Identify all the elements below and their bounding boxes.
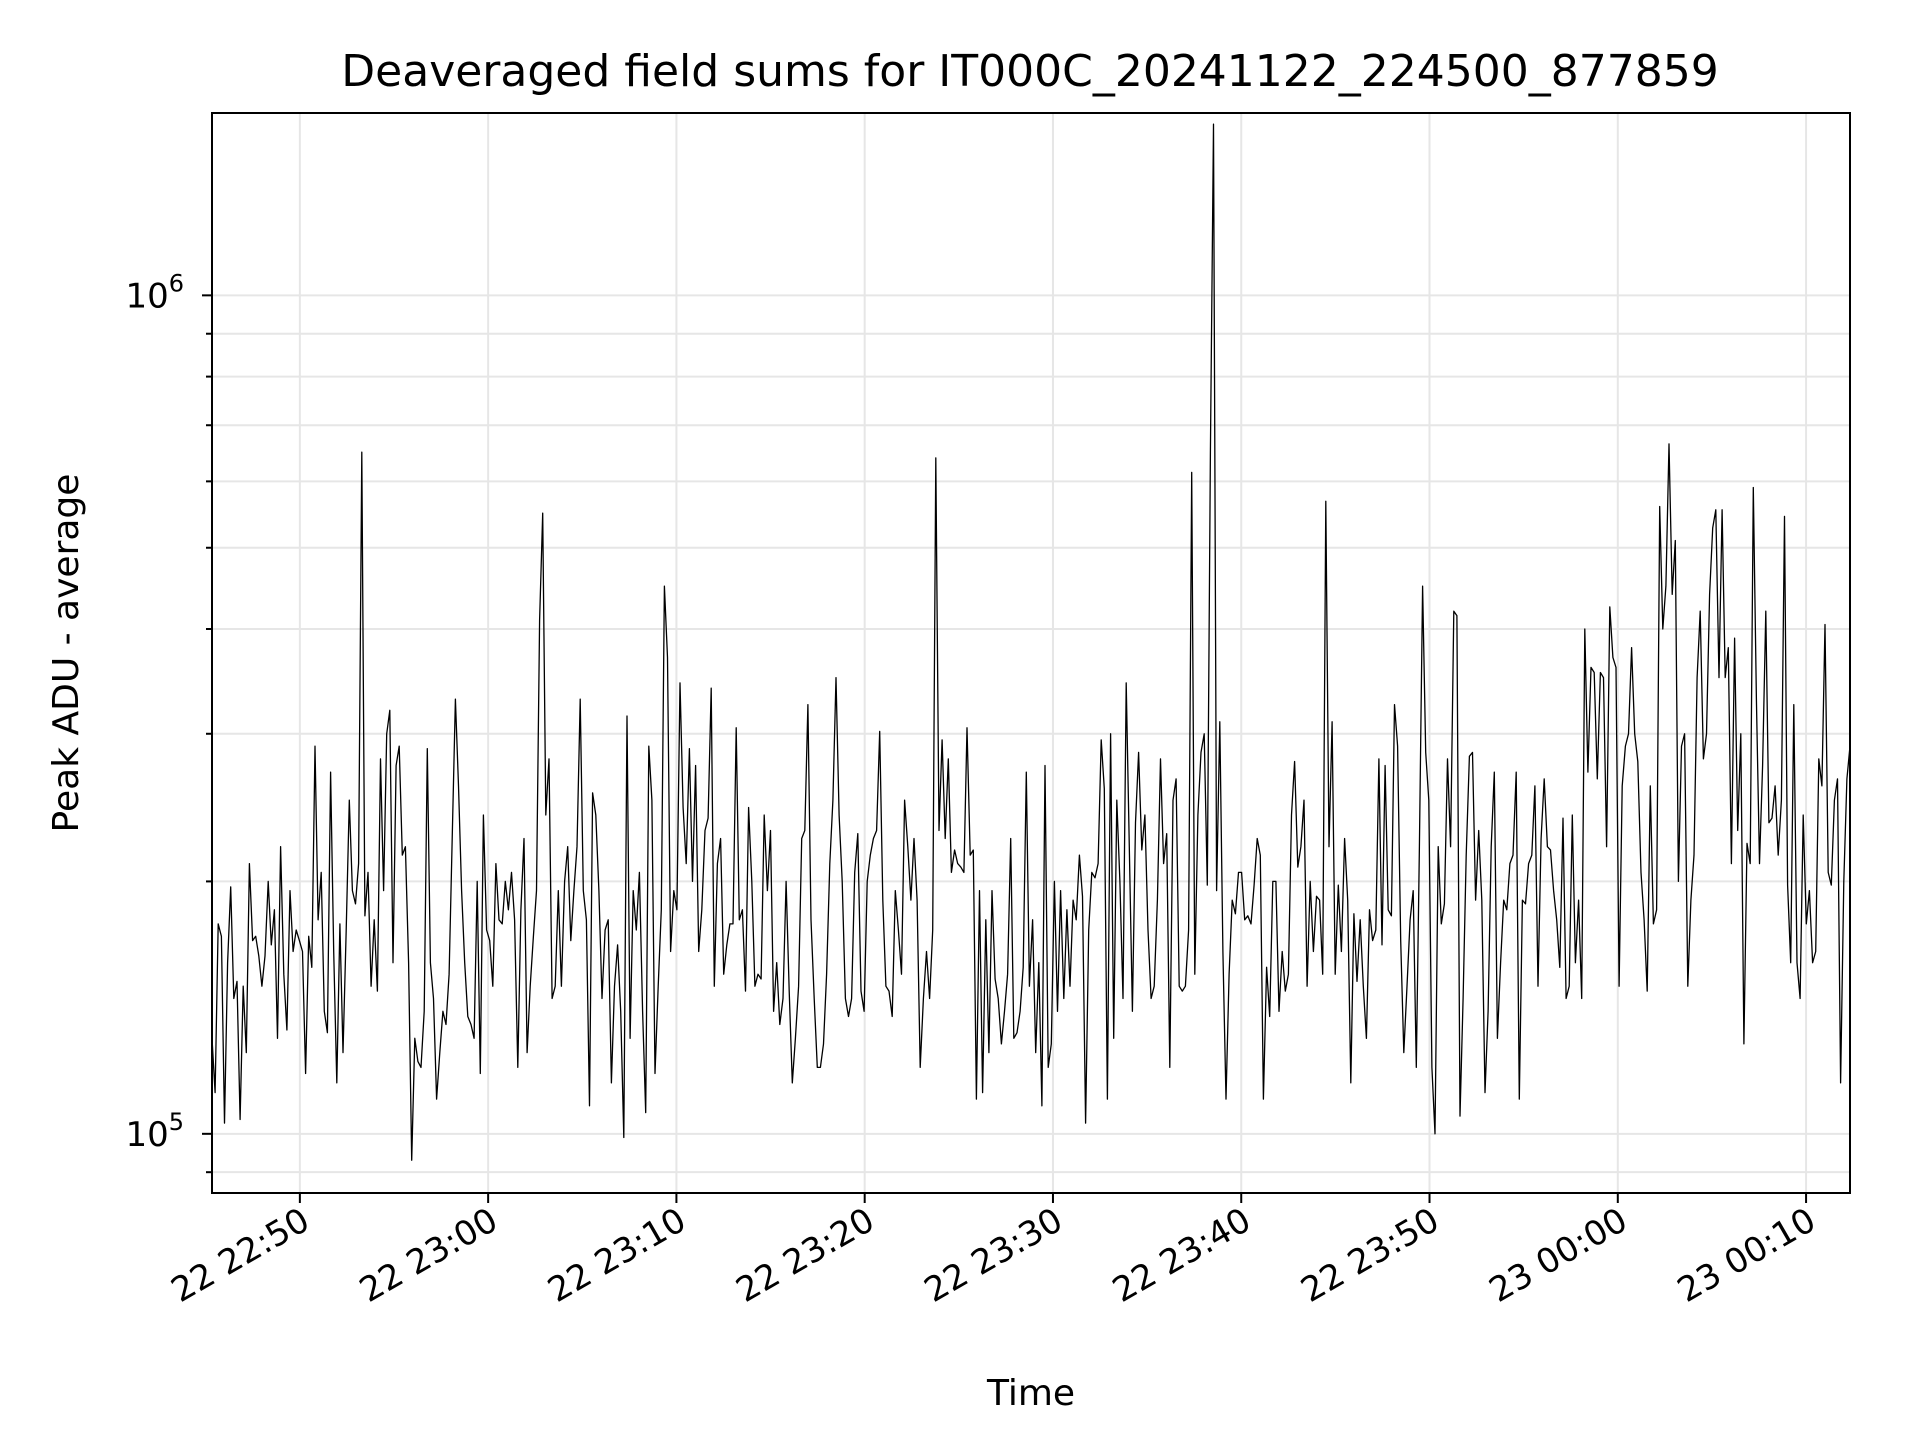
chart-title: Deaveraged field sums for IT000C_2024112… bbox=[341, 46, 1718, 97]
data-series bbox=[211, 123, 1851, 1161]
plot-area-frame bbox=[211, 112, 1851, 1194]
series-line bbox=[211, 123, 1851, 1161]
x-axis-label: Time bbox=[986, 1373, 1075, 1414]
y-tick-label: 106 bbox=[125, 269, 184, 316]
y-tick-label: 105 bbox=[125, 1108, 184, 1155]
y-axis-label: Peak ADU - average bbox=[46, 474, 87, 833]
